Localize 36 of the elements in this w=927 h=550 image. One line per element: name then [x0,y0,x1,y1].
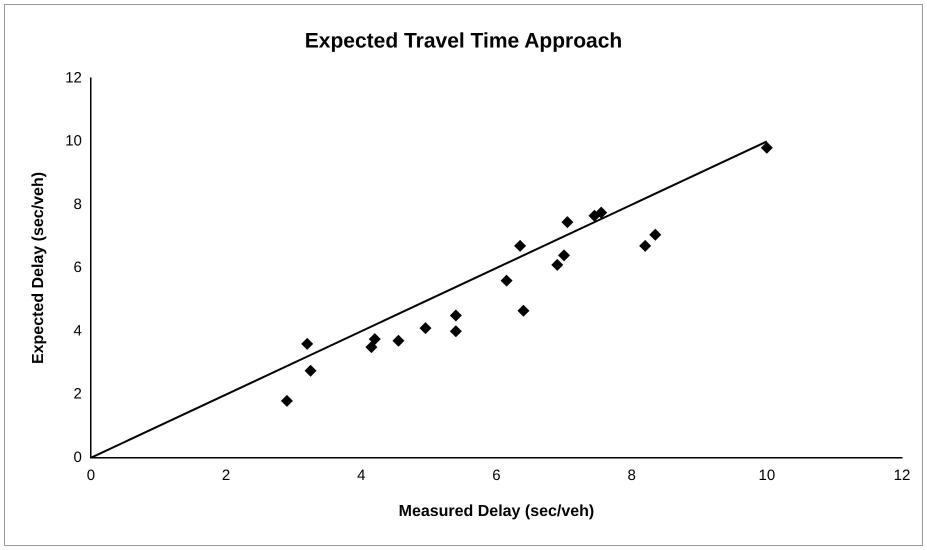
point [514,240,526,252]
point [304,364,317,377]
x-tick-label: 4 [357,466,366,484]
x-tick-label: 2 [222,466,230,484]
y-tick-label: 2 [74,386,82,403]
point [368,333,381,346]
point [365,341,378,354]
y-tick-label: 10 [65,132,82,150]
point [301,338,314,350]
y-axis-title: Expected Delay (sec/veh) [30,172,48,364]
x-tick-label: 10 [758,466,776,484]
point [450,309,462,322]
x-tick-label: 6 [492,466,501,484]
y-tick-label: 4 [74,322,82,340]
point [500,274,513,287]
point [392,334,404,347]
point [551,258,564,271]
x-tick-label: 12 [894,466,910,484]
point [649,228,662,241]
point [558,249,570,262]
y-tick-label: 12 [65,69,82,86]
point [639,240,652,252]
point [595,206,608,219]
y-tick-label: 8 [74,196,82,213]
x-tick-label: 8 [627,466,636,484]
point [419,322,432,334]
chart-title: Expected Travel Time Approach [304,29,622,52]
point [450,325,462,338]
x-tick-label: 0 [86,466,96,484]
y-tick-label: 0 [74,448,82,466]
point [561,216,574,228]
point [517,304,530,317]
x-axis-title: Measured Delay (sec/veh) [398,502,594,520]
point [280,394,293,407]
point [760,142,773,154]
y-tick-label: 6 [74,259,82,276]
